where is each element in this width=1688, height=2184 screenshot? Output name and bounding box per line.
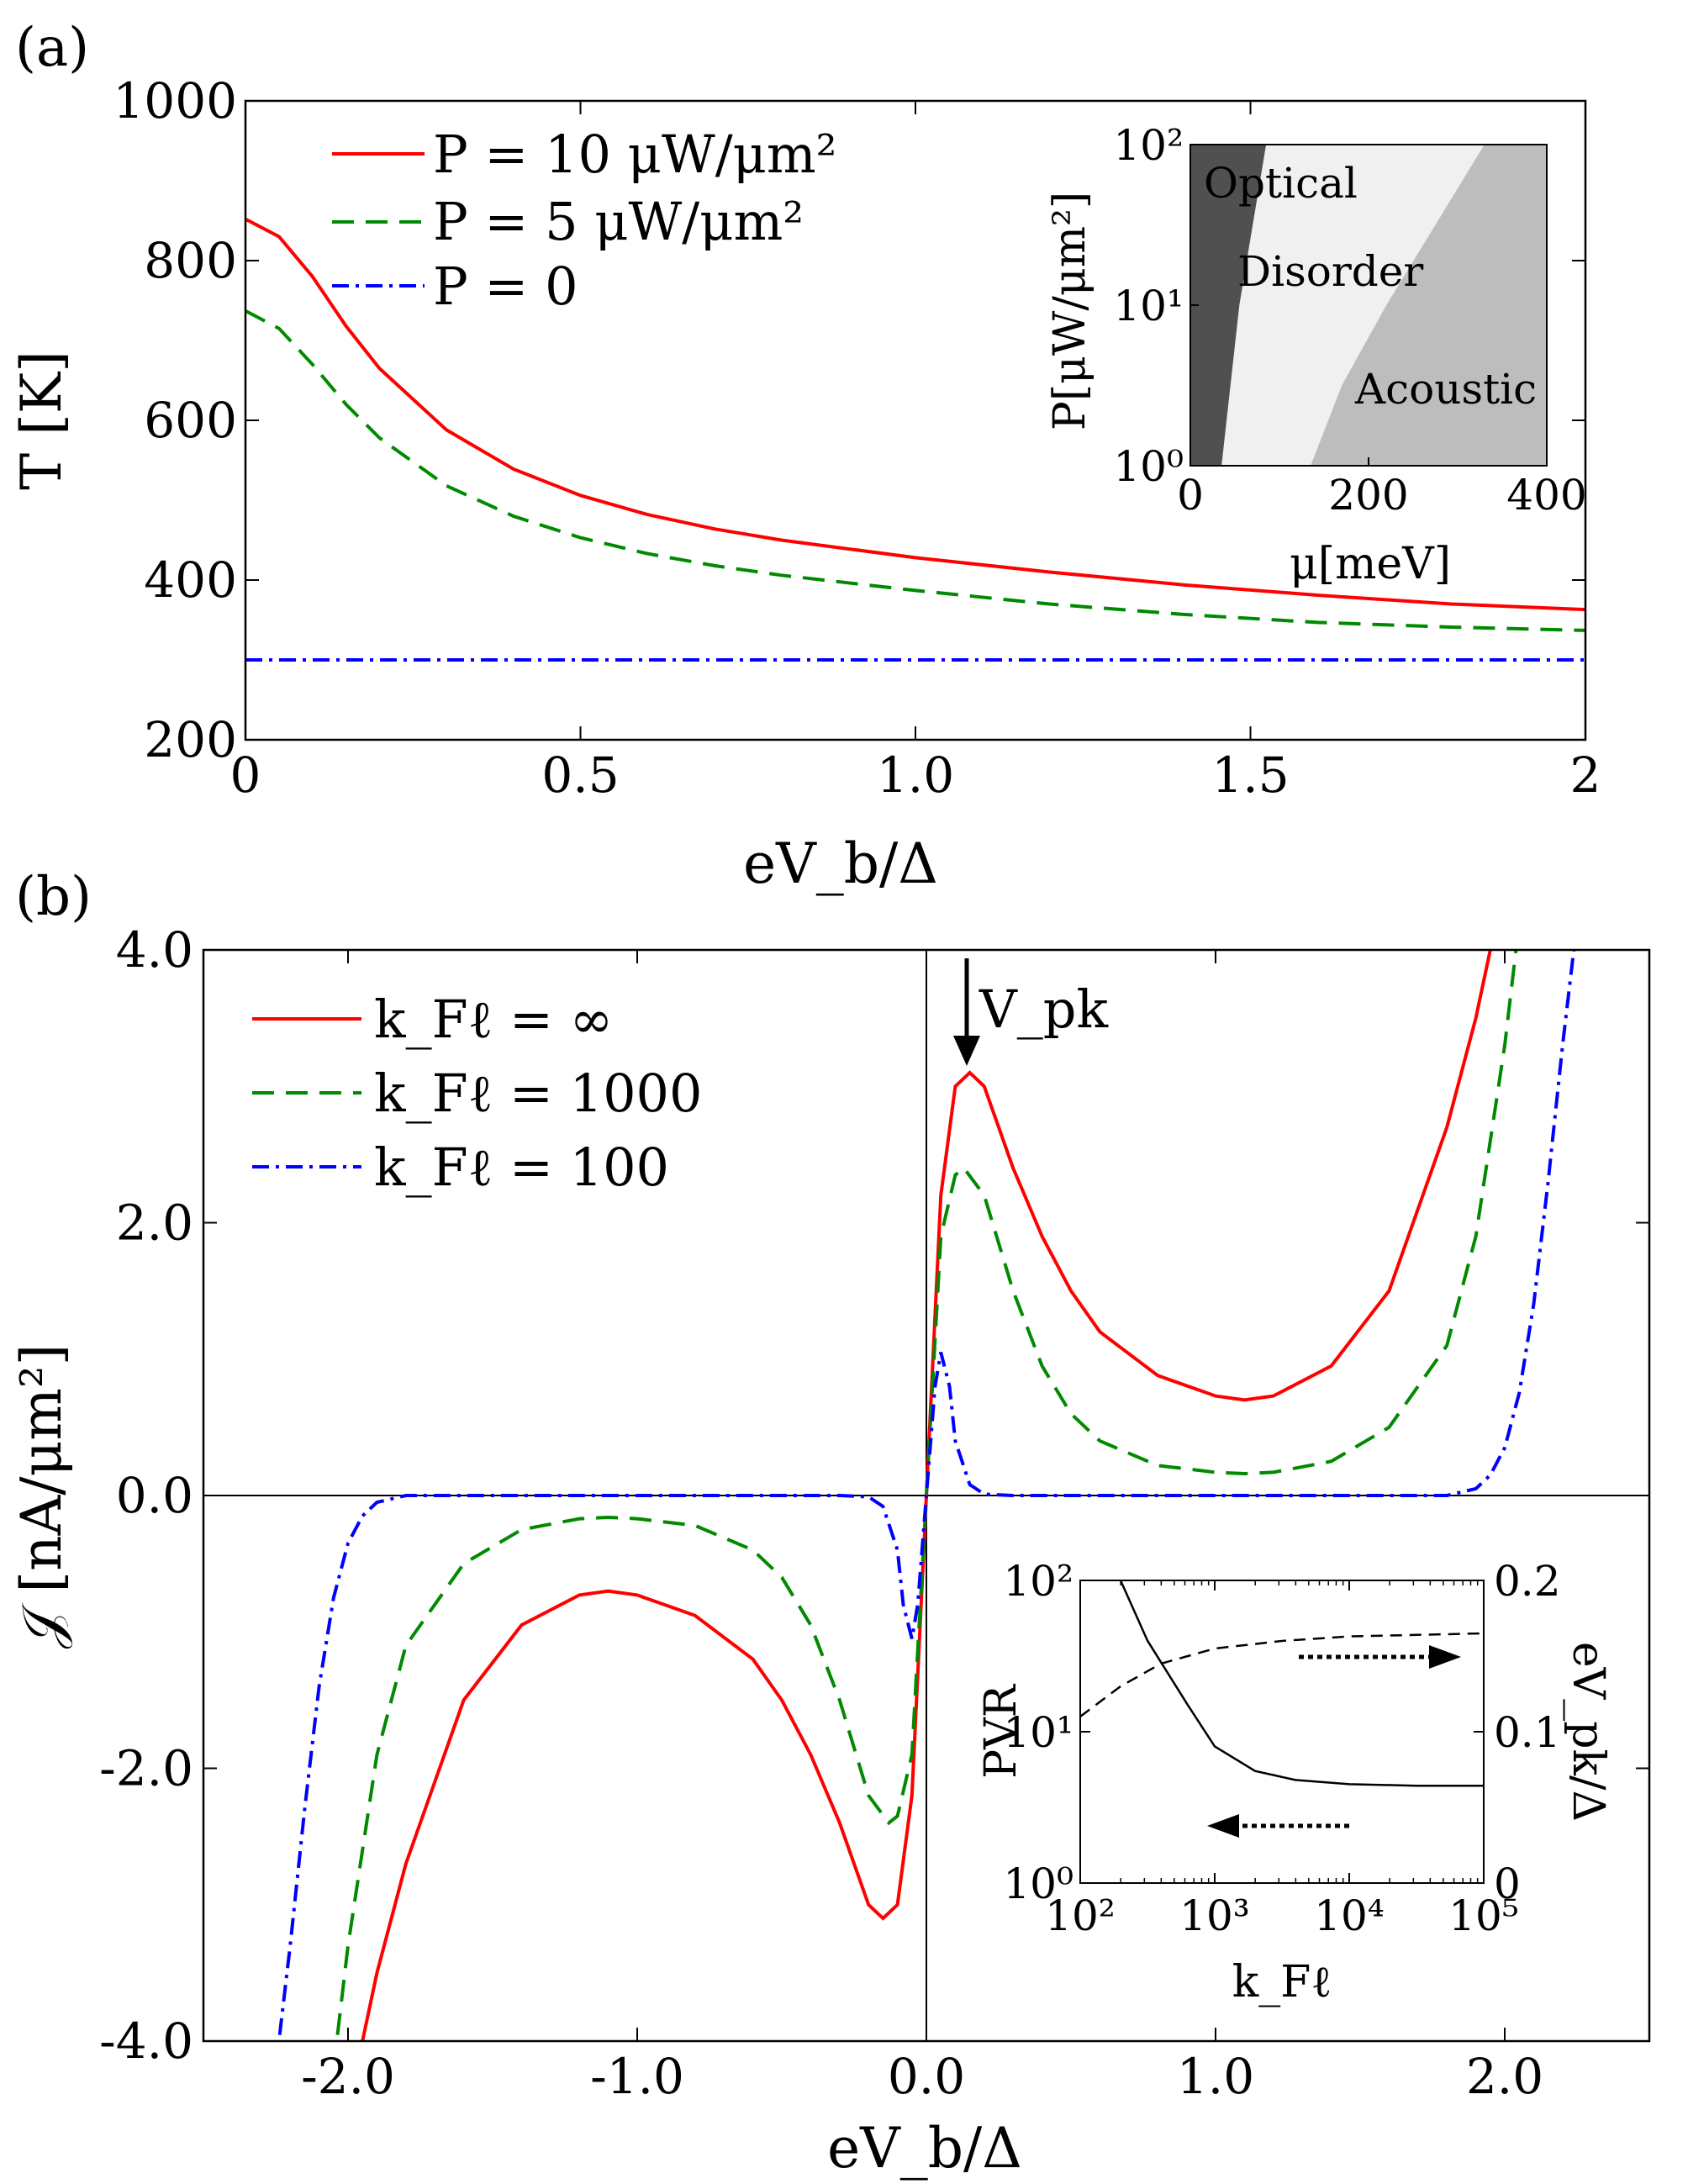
- panel-a-xtick-label: 1.5: [1211, 746, 1289, 804]
- panel-b-xtick-label: 2.0: [1466, 2048, 1543, 2105]
- panel-a-series-1: [245, 309, 1585, 632]
- panel-b-ytick-label: 2.0: [116, 1195, 193, 1252]
- inset-b-ylabel-right: eV_pk/Δ: [1563, 1642, 1613, 1822]
- inset-a-ytick-label: 10⁰: [1113, 442, 1184, 491]
- inset-a-xlabel: μ[meV]: [1290, 539, 1451, 589]
- panel-b-xtick-label: -1.0: [590, 2048, 684, 2105]
- inset-b-curves: [1080, 1580, 1484, 1787]
- panel-b-xlabel: eV_b/Δ: [827, 2116, 1022, 2181]
- legend-label-kfl-100: k_Fℓ = 100: [374, 1137, 669, 1198]
- panel-b-series-2: [277, 950, 1576, 2041]
- panel-a-ytick-label: 1000: [113, 72, 237, 129]
- inset-b-ytick-left-label: 10⁰: [1003, 1860, 1073, 1908]
- inset-a-phase-diagram: 0 200 400 10⁰ 10¹ 10² Optical Disorder Acoust…: [1045, 121, 1587, 589]
- legend-label-p5: P = 5 μW/μm²: [433, 191, 804, 252]
- inset-a-ticks: 0 200 400 10⁰ 10¹ 10²: [1113, 121, 1586, 520]
- panel-b-chart: -2.0 -1.0 0.0 1.0 2.0 -4.0 -2.0 0.0 2.0 4.0 k_Fℓ …: [9, 921, 1651, 2181]
- panel-b-xtick-label: 1.0: [1177, 2048, 1254, 2105]
- inset-b-xtick-label: 10³: [1179, 1891, 1250, 1940]
- panel-b-xtick-label: 0.0: [888, 2048, 965, 2105]
- inset-b-xtick-label: 10⁴: [1314, 1891, 1385, 1940]
- inset-b-ytick-right-label: 0.1: [1494, 1708, 1561, 1757]
- inset-b-ytick-left-label: 10²: [1003, 1557, 1073, 1606]
- panel-b-ytick-label: 0.0: [116, 1467, 193, 1524]
- panel-b-xtick-label: -2.0: [301, 2048, 395, 2105]
- panel-a-ticks: 0 0.5 1.0 1.5 2 200 400 600 800 1000: [113, 72, 1601, 804]
- panel-a-xtick-label: 0.5: [541, 746, 619, 804]
- inset-a-ytick-label: 10¹: [1113, 282, 1184, 330]
- inset-b-ytick-right-label: 0: [1494, 1860, 1521, 1908]
- vpk-arrow-head: [953, 1036, 980, 1066]
- panel-a-ytick-label: 400: [144, 551, 237, 609]
- inset-a-regions: [1190, 145, 1547, 466]
- left-axis-arrow-head: [1207, 1814, 1239, 1838]
- inset-b-ticks: 10² 10³ 10⁴ 10⁵ 10⁰ 10¹ 10² 0 0.1 0.2: [1003, 1557, 1560, 1940]
- panel-b-label: (b): [15, 866, 92, 928]
- panel-a-ylabel: T [K]: [9, 351, 74, 490]
- inset-a-xtick-label: 0: [1177, 471, 1204, 520]
- inset-b-pvr-chart: 10² 10³ 10⁴ 10⁵ 10⁰ 10¹ 10² 0 0.1 0.2 k_Fℓ PVR eV…: [976, 1557, 1613, 2007]
- region-label-disorder: Disorder: [1237, 247, 1423, 296]
- region-label-optical: Optical: [1204, 159, 1358, 208]
- panel-a-ytick-label: 800: [144, 232, 237, 289]
- panel-a-xlabel: eV_b/Δ: [743, 831, 938, 896]
- region-acoustic: [1311, 145, 1547, 466]
- panel-b-ylabel: 𝒥 [nA/μm²]: [9, 1344, 74, 1649]
- panel-a-curves: [245, 217, 1585, 662]
- panel-a-xtick-label: 2: [1570, 746, 1601, 804]
- inset-b-xtick-label: 10⁵: [1448, 1891, 1519, 1940]
- panel-a-legend: P = 10 μW/μm² P = 5 μW/μm² P = 0: [332, 124, 837, 317]
- vpk-annotation: V_pk: [953, 958, 1108, 1066]
- inset-b-xlabel: k_Fℓ: [1232, 1957, 1332, 2007]
- panel-b-legend: k_Fℓ = ∞ k_Fℓ = 1000 k_Fℓ = 100: [252, 989, 702, 1198]
- inset-b-ytick-left-label: 10¹: [1003, 1708, 1073, 1757]
- panel-a-chart: 0 0.5 1.0 1.5 2 200 400 600 800 1000 P = 10 μW/μm…: [9, 72, 1601, 896]
- panel-a-label: (a): [15, 17, 89, 79]
- panel-b-ytick-label: -2.0: [99, 1740, 193, 1797]
- inset-b-ytick-right-label: 0.2: [1494, 1557, 1561, 1606]
- panel-b-ytick-label: 4.0: [116, 921, 193, 979]
- inset-b-xtick-label: 10²: [1045, 1891, 1116, 1940]
- panel-a-xtick-label: 0: [230, 746, 261, 804]
- inset-a-ytick-label: 10²: [1113, 121, 1184, 170]
- inset-a-xtick-label: 200: [1328, 471, 1408, 520]
- panel-a-series-0: [245, 217, 1585, 612]
- panel-b-series-1: [335, 950, 1518, 2041]
- panel-b-ticks: -2.0 -1.0 0.0 1.0 2.0 -4.0 -2.0 0.0 2.0 4.0: [99, 921, 1649, 2105]
- inset-b-ylabel-left: PVR: [976, 1683, 1026, 1779]
- region-optical: [1190, 145, 1267, 466]
- panel-a-ytick-label: 600: [144, 392, 237, 449]
- panel-b-curves: [203, 950, 1649, 2041]
- panel-a-ytick-label: 200: [144, 711, 237, 768]
- legend-label-kfl-inf: k_Fℓ = ∞: [374, 989, 613, 1050]
- right-axis-arrow-head: [1429, 1645, 1461, 1669]
- inset-a-xtick-label: 400: [1506, 471, 1586, 520]
- inset-b-pvr-line: [1119, 1580, 1484, 1787]
- panel-a-xtick-label: 1.0: [877, 746, 954, 804]
- vpk-label: V_pk: [979, 979, 1108, 1040]
- legend-label-p10: P = 10 μW/μm²: [433, 124, 837, 185]
- inset-b-bg: [1080, 1580, 1484, 1883]
- region-label-acoustic: Acoustic: [1354, 365, 1537, 414]
- inset-a-ylabel: P[μW/μm²]: [1045, 192, 1095, 430]
- legend-label-p0: P = 0: [433, 256, 578, 317]
- legend-label-kfl-1000: k_Fℓ = 1000: [374, 1063, 702, 1124]
- inset-b-vpk-line: [1080, 1632, 1484, 1717]
- panel-b-ytick-label: -4.0: [99, 2013, 193, 2070]
